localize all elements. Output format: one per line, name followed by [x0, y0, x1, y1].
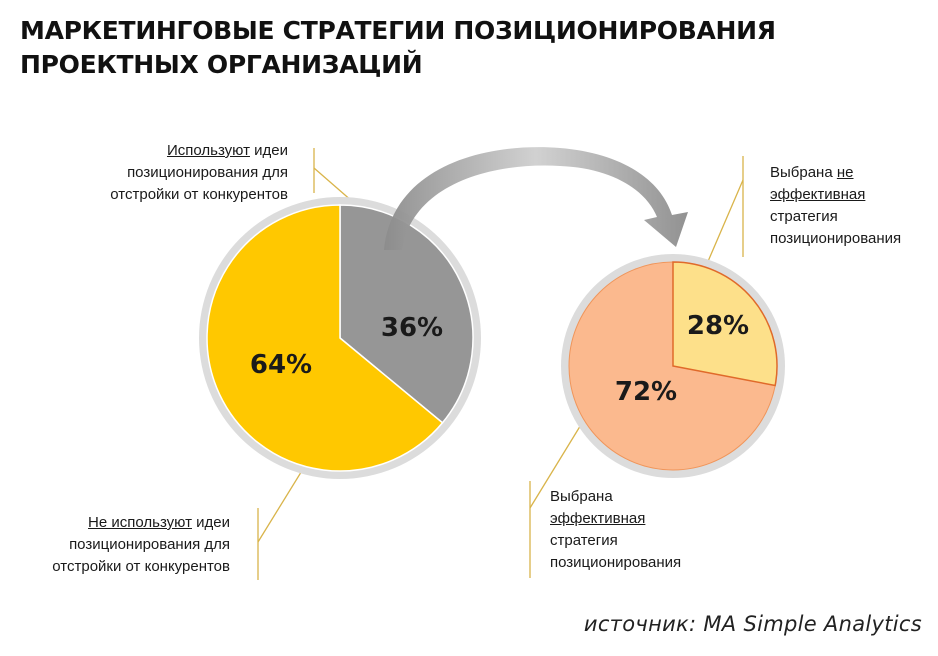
label-ineffective-line3: стратегия: [770, 208, 838, 225]
label-effective-line1: Выбрана: [550, 488, 613, 505]
pie-slice-left-0: [339, 204, 474, 424]
label-not-use-rest: идеи: [191, 514, 230, 531]
label-effective-strategy: Выбрана эффективная стратегия позиционир…: [550, 486, 720, 574]
source-caption: источник: MA Simple Analytics: [583, 612, 922, 636]
pie-slice-left-1: [206, 204, 444, 472]
pie-right-label-0: 28%: [687, 311, 749, 341]
pie-right-label-1: 72%: [615, 377, 677, 407]
label-effective-line3: стратегия: [550, 532, 618, 549]
flow-arrow-body: [384, 147, 688, 250]
label-not-use-underlined: Не используют: [88, 514, 192, 531]
label-use-underlined: Используют: [166, 142, 250, 159]
page-title: МАРКЕТИНГОВЫЕ СТРАТЕГИИ ПОЗИЦИОНИРОВАНИЯ…: [20, 14, 920, 82]
label-use-line2: позиционирования для: [127, 164, 288, 181]
label-use-rest: идеи: [249, 142, 288, 159]
pie-left-label-1: 64%: [250, 350, 312, 380]
pie-slice-right-0: [672, 261, 778, 387]
pie-chart-left: 36% 64%: [199, 197, 481, 479]
flow-arrow: [384, 147, 688, 250]
label-ineffective-line4: позиционирования: [770, 230, 902, 247]
label-ineffective-strategy: Выбрана не эффективная стратегия позицио…: [770, 162, 930, 250]
label-not-use-positioning: Не используют идеи позиционирования для …: [20, 512, 230, 578]
title-line-2: ПРОЕКТНЫХ ОРГАНИЗАЦИЙ: [20, 50, 423, 79]
label-use-positioning: Используют идеи позиционирования для отс…: [60, 140, 288, 206]
label-not-use-line3: отстройки от конкурентов: [52, 558, 230, 575]
label-ineffective-prefix: Выбрана: [770, 164, 837, 181]
title-line-1: МАРКЕТИНГОВЫЕ СТРАТЕГИИ ПОЗИЦИОНИРОВАНИЯ: [20, 16, 776, 45]
label-effective-underlined: эффективная: [550, 510, 646, 527]
pie-left-label-0: 36%: [381, 313, 443, 343]
label-ineffective-underlined-2: эффективная: [770, 186, 866, 203]
label-effective-line4: позиционирования: [550, 554, 682, 571]
pie-chart-right: 28% 72%: [561, 254, 785, 478]
label-ineffective-underlined-1: не: [836, 164, 854, 181]
label-not-use-line2: позиционирования для: [69, 536, 230, 553]
label-use-line3: отстройки от конкурентов: [110, 186, 288, 203]
